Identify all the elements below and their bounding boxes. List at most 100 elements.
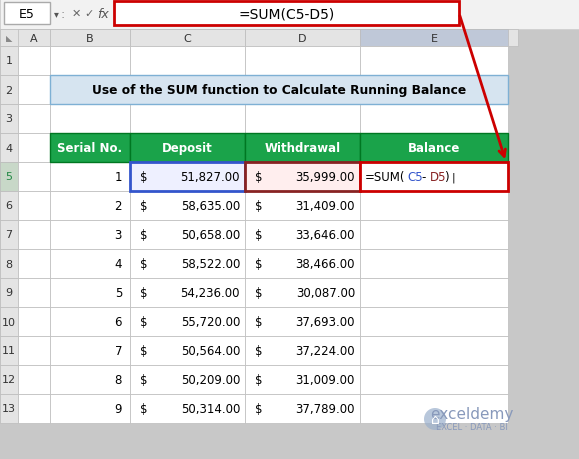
Text: 5: 5 (115, 286, 122, 299)
Text: 37,789.00: 37,789.00 (295, 402, 355, 415)
Bar (360, 191, 508, 220)
Bar (18, 162, 50, 191)
Text: 54,236.00: 54,236.00 (181, 286, 240, 299)
Bar (0, 336, 18, 365)
Bar (18, 30, 50, 47)
Text: $: $ (255, 402, 262, 415)
Text: $: $ (140, 229, 148, 241)
Text: 7: 7 (115, 344, 122, 357)
Bar (18, 105, 50, 134)
Text: 50,658.00: 50,658.00 (181, 229, 240, 241)
Text: 1: 1 (115, 171, 122, 184)
Bar (245, 336, 360, 365)
Bar (130, 191, 245, 220)
Bar (245, 394, 360, 423)
Bar (50, 105, 130, 134)
Bar (130, 162, 245, 191)
Bar (0, 249, 18, 279)
Bar (0, 308, 18, 336)
Bar (0, 47, 18, 76)
Text: =SUM(C5-D5): =SUM(C5-D5) (239, 7, 335, 21)
Bar (245, 105, 360, 134)
Bar (4, 3, 50, 25)
Text: 4: 4 (115, 257, 122, 270)
Text: =SUM(: =SUM( (365, 171, 405, 184)
Text: 31,009.00: 31,009.00 (296, 373, 355, 386)
Bar (18, 308, 50, 336)
Text: $: $ (140, 344, 148, 357)
Text: -: - (421, 171, 426, 184)
Text: 3: 3 (115, 229, 122, 241)
Bar (130, 220, 245, 249)
Circle shape (424, 408, 446, 430)
Text: :: : (61, 7, 65, 21)
Text: $: $ (255, 171, 262, 184)
Bar (245, 249, 360, 279)
Bar (245, 162, 360, 191)
Text: $: $ (140, 257, 148, 270)
Text: D5: D5 (430, 171, 446, 184)
Bar (360, 134, 508, 162)
Text: =SUM(: =SUM( (365, 171, 405, 184)
Text: $: $ (140, 402, 148, 415)
Text: 6: 6 (5, 201, 13, 211)
Text: 3: 3 (5, 114, 13, 124)
Bar (245, 30, 360, 47)
Bar (50, 279, 130, 308)
Bar (245, 134, 360, 162)
Bar (245, 365, 360, 394)
Bar (0, 76, 18, 105)
Text: 31,409.00: 31,409.00 (295, 200, 355, 213)
Text: 50,564.00: 50,564.00 (181, 344, 240, 357)
Text: Use of the SUM function to Calculate Running Balance: Use of the SUM function to Calculate Run… (92, 84, 466, 97)
Text: ): ) (444, 171, 449, 184)
Bar (50, 30, 130, 47)
Text: 5: 5 (5, 172, 13, 182)
Text: 30,087.00: 30,087.00 (296, 286, 355, 299)
Text: Deposit: Deposit (162, 142, 213, 155)
Bar (130, 134, 245, 162)
Bar (360, 162, 508, 191)
Bar (50, 191, 130, 220)
Text: ✓: ✓ (85, 9, 94, 19)
Text: EXCEL · DATA · BI: EXCEL · DATA · BI (436, 423, 508, 431)
Bar (360, 249, 508, 279)
Bar (130, 365, 245, 394)
Bar (360, 394, 508, 423)
Text: 4: 4 (5, 143, 13, 153)
Bar (245, 76, 360, 105)
Bar (360, 162, 508, 191)
Text: $: $ (255, 344, 262, 357)
Text: D5: D5 (430, 171, 446, 184)
Bar (0, 191, 18, 220)
Text: ▾: ▾ (54, 9, 58, 19)
Text: A: A (30, 34, 38, 44)
Text: 58,635.00: 58,635.00 (181, 200, 240, 213)
Text: $: $ (255, 229, 262, 241)
Text: 2: 2 (5, 85, 13, 95)
Bar (130, 308, 245, 336)
Text: C: C (184, 34, 192, 44)
Bar (18, 76, 50, 105)
Text: 37,224.00: 37,224.00 (295, 344, 355, 357)
Text: C5: C5 (407, 171, 423, 184)
Bar (18, 191, 50, 220)
Text: 50,314.00: 50,314.00 (181, 402, 240, 415)
Bar (360, 279, 508, 308)
Bar (18, 279, 50, 308)
Text: $: $ (255, 315, 262, 328)
Text: E5: E5 (19, 7, 35, 21)
Text: ⌂: ⌂ (431, 412, 439, 426)
Text: 8: 8 (5, 259, 13, 269)
Bar (245, 134, 360, 162)
Bar (50, 76, 508, 105)
Bar (0, 162, 18, 191)
Bar (245, 191, 360, 220)
Text: $: $ (140, 171, 148, 184)
Text: $: $ (255, 257, 262, 270)
Text: 6: 6 (115, 315, 122, 328)
Bar (360, 76, 508, 105)
Bar (0, 0, 579, 30)
Bar (130, 162, 245, 191)
Text: $: $ (140, 315, 148, 328)
